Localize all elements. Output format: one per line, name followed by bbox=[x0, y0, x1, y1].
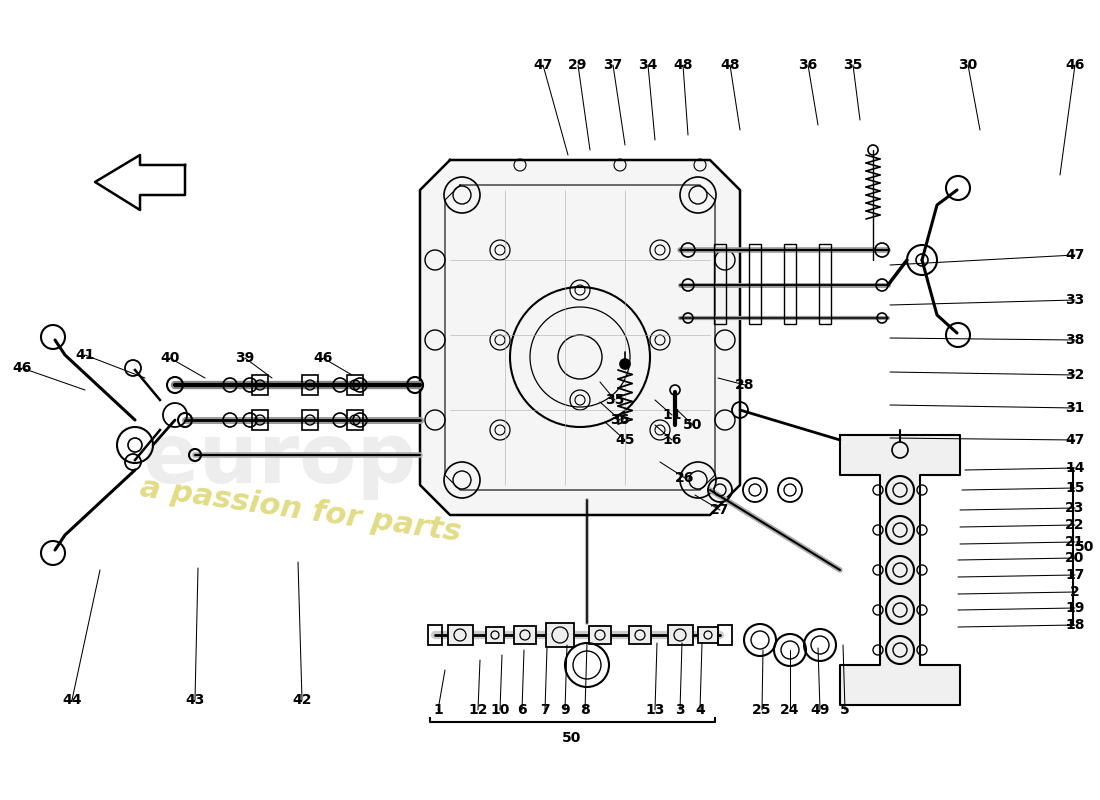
Text: 36: 36 bbox=[610, 413, 629, 427]
Text: 19: 19 bbox=[1065, 601, 1085, 615]
Text: 18: 18 bbox=[1065, 618, 1085, 632]
Text: 16: 16 bbox=[662, 433, 682, 447]
Text: 30: 30 bbox=[958, 58, 978, 72]
Text: 5: 5 bbox=[840, 703, 850, 717]
Text: 3: 3 bbox=[675, 703, 685, 717]
Text: 13: 13 bbox=[646, 703, 664, 717]
Text: 33: 33 bbox=[1066, 293, 1085, 307]
Text: 31: 31 bbox=[1065, 401, 1085, 415]
Bar bbox=[428, 625, 442, 645]
Text: 39: 39 bbox=[235, 351, 254, 365]
Bar bbox=[514, 626, 536, 644]
Polygon shape bbox=[420, 160, 740, 515]
Text: 26: 26 bbox=[675, 471, 695, 485]
Text: 25: 25 bbox=[752, 703, 772, 717]
Bar bbox=[784, 244, 796, 324]
Circle shape bbox=[620, 359, 630, 369]
Bar bbox=[820, 244, 830, 324]
Text: 46: 46 bbox=[314, 351, 332, 365]
Text: 29: 29 bbox=[569, 58, 587, 72]
Text: 12: 12 bbox=[469, 703, 487, 717]
Bar bbox=[346, 410, 363, 430]
Text: 50: 50 bbox=[1076, 540, 1094, 554]
Text: 36: 36 bbox=[799, 58, 817, 72]
Text: 50: 50 bbox=[562, 731, 582, 745]
Text: 48: 48 bbox=[720, 58, 739, 72]
Text: 49: 49 bbox=[811, 703, 829, 717]
Bar bbox=[302, 375, 318, 395]
Text: 47: 47 bbox=[1065, 433, 1085, 447]
Bar bbox=[252, 375, 268, 395]
Text: 6: 6 bbox=[517, 703, 527, 717]
Bar bbox=[252, 410, 268, 430]
Text: 24: 24 bbox=[780, 703, 800, 717]
Text: 45: 45 bbox=[615, 433, 635, 447]
Bar bbox=[448, 625, 473, 645]
Text: 14: 14 bbox=[1065, 461, 1085, 475]
Bar bbox=[346, 375, 363, 395]
Text: 47: 47 bbox=[1065, 248, 1085, 262]
Text: 11: 11 bbox=[662, 408, 682, 422]
Text: 10: 10 bbox=[491, 703, 509, 717]
Bar bbox=[749, 244, 761, 324]
Text: 34: 34 bbox=[638, 58, 658, 72]
Polygon shape bbox=[95, 155, 185, 210]
Bar bbox=[698, 627, 718, 643]
Text: 35: 35 bbox=[844, 58, 862, 72]
Text: 23: 23 bbox=[1065, 501, 1085, 515]
Text: 17: 17 bbox=[1065, 568, 1085, 582]
Bar bbox=[546, 623, 574, 647]
Text: 28: 28 bbox=[735, 378, 755, 392]
Text: 48: 48 bbox=[673, 58, 693, 72]
Text: 35: 35 bbox=[605, 393, 625, 407]
Text: 15: 15 bbox=[1065, 481, 1085, 495]
Text: 43: 43 bbox=[185, 693, 205, 707]
Text: 22: 22 bbox=[1065, 518, 1085, 532]
Text: 2: 2 bbox=[1070, 585, 1080, 599]
Polygon shape bbox=[840, 435, 960, 705]
Text: 44: 44 bbox=[63, 693, 81, 707]
Text: 41: 41 bbox=[75, 348, 95, 362]
Bar bbox=[714, 244, 726, 324]
Text: 38: 38 bbox=[1065, 333, 1085, 347]
Bar bbox=[668, 625, 693, 645]
Text: 32: 32 bbox=[1065, 368, 1085, 382]
Text: 37: 37 bbox=[604, 58, 623, 72]
Text: 9: 9 bbox=[560, 703, 570, 717]
Text: 42: 42 bbox=[293, 693, 311, 707]
Text: 40: 40 bbox=[161, 351, 179, 365]
Bar bbox=[486, 627, 504, 643]
Text: 8: 8 bbox=[580, 703, 590, 717]
Text: 21: 21 bbox=[1065, 535, 1085, 549]
Text: 50: 50 bbox=[683, 418, 703, 432]
Text: 7: 7 bbox=[540, 703, 550, 717]
Text: 1: 1 bbox=[433, 703, 443, 717]
Text: 46: 46 bbox=[1065, 58, 1085, 72]
Text: 27: 27 bbox=[711, 503, 729, 517]
Bar bbox=[302, 410, 318, 430]
Text: 20: 20 bbox=[1065, 551, 1085, 565]
Text: 46: 46 bbox=[12, 361, 32, 375]
Text: europ: europ bbox=[143, 419, 417, 501]
Bar bbox=[718, 625, 732, 645]
Text: 47: 47 bbox=[534, 58, 552, 72]
Bar bbox=[588, 626, 610, 644]
Text: 4: 4 bbox=[695, 703, 705, 717]
Bar bbox=[629, 626, 651, 644]
Text: a passion for parts: a passion for parts bbox=[138, 473, 462, 547]
